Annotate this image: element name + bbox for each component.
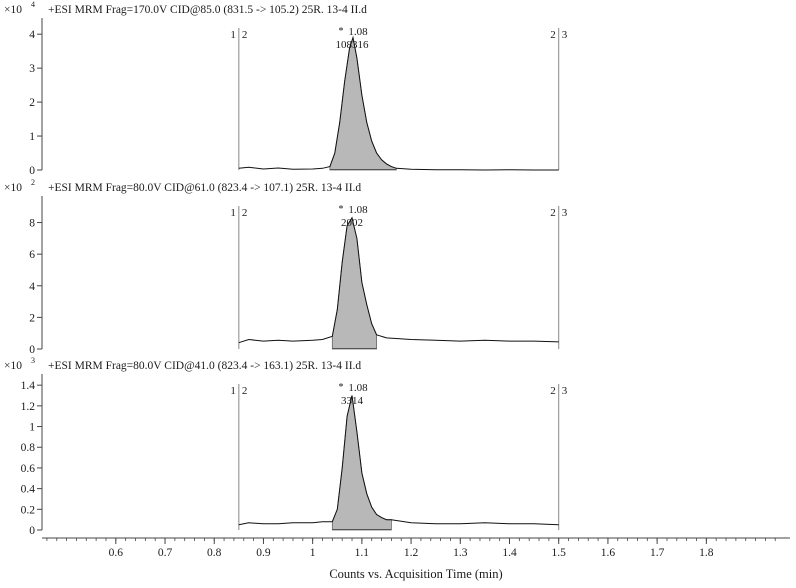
y-tick-label: 0.2 [21, 504, 36, 516]
x-tick-label: 0.7 [158, 547, 173, 559]
scale-exponent: 4 [31, 0, 35, 9]
peak-area-label: 3314 [341, 395, 364, 407]
scale-multiplier: ×10 [4, 360, 22, 372]
scale-multiplier: ×10 [4, 182, 22, 194]
x-tick-label: 1.4 [502, 547, 517, 559]
x-axis-label: Counts vs. Acquisition Time (min) [329, 567, 502, 581]
chromatogram-panel-1: +ESI MRM Frag=170.0V CID@85.0 (831.5 -> … [4, 0, 568, 177]
peak-marker: * [339, 26, 344, 37]
window-marker-label: 1 [230, 385, 236, 397]
window-marker-label: 1 [230, 207, 236, 219]
x-tick-label: 1.1 [355, 547, 370, 559]
peak-area-label: 108316 [336, 39, 370, 51]
integrated-peak-area [331, 395, 392, 531]
y-tick-label: 1 [29, 131, 35, 143]
chromatogram-trace [238, 395, 559, 526]
integrated-peak-area [331, 216, 378, 350]
y-tick-label: 0.6 [21, 463, 36, 475]
scale-exponent: 2 [31, 178, 35, 187]
y-tick-label: 0 [29, 344, 35, 356]
window-marker-label: 2 [242, 385, 248, 397]
x-tick-label: 1.6 [601, 547, 616, 559]
scale-exponent: 3 [31, 356, 35, 365]
y-tick-label: 1.2 [21, 401, 36, 413]
window-marker-label: 3 [562, 207, 568, 219]
window-marker-label: 2 [242, 29, 248, 41]
x-axis-ticks: 0.6 0.7 0.8 0.9 1 1.1 1.2 1.3 1.4 1.5 1.6 1.7 1.8 [46, 538, 776, 559]
x-tick-label: 1.8 [699, 547, 714, 559]
y-tick-label: 0 [29, 525, 35, 537]
y-tick-label: 1 [29, 422, 35, 434]
window-marker-label: 2 [550, 207, 556, 219]
window-marker-label: 2 [550, 385, 556, 397]
x-tick-label: 0.8 [207, 547, 222, 559]
panel-title: +ESI MRM Frag=80.0V CID@61.0 (823.4 -> 1… [48, 182, 361, 194]
x-tick-label: 1.5 [552, 547, 567, 559]
x-tick-label: 0.9 [256, 547, 271, 559]
scale-multiplier: ×10 [4, 4, 22, 16]
x-tick-label: 0.6 [109, 547, 124, 559]
y-tick-label: 4 [29, 29, 35, 41]
peak-rt-label: 1.08 [348, 26, 368, 38]
x-axis: 0.6 0.7 0.8 0.9 1 1.1 1.2 1.3 1.4 1.5 1.6 1.7 1.8 Co… [42, 537, 790, 581]
window-marker-label: 1 [230, 29, 236, 41]
y-tick-label: 3 [29, 63, 35, 75]
x-tick-label: 1.2 [404, 547, 419, 559]
y-tick-label: 0.8 [21, 442, 36, 454]
peak-marker: * [339, 204, 344, 215]
peak-rt-label: 1.08 [348, 382, 368, 394]
y-tick-label: 2 [29, 97, 35, 109]
x-tick-label: 1.3 [453, 547, 468, 559]
chromatogram-panel-2: +ESI MRM Frag=80.0V CID@61.0 (823.4 -> 1… [4, 178, 568, 356]
chromatogram-panel-3: +ESI MRM Frag=80.0V CID@41.0 (823.4 -> 1… [4, 356, 568, 537]
window-marker-label: 3 [562, 29, 568, 41]
y-tick-label: 0.4 [21, 484, 36, 496]
chromatogram-trace [238, 216, 559, 344]
y-tick-label: 8 [29, 218, 35, 230]
peak-rt-label: 1.08 [348, 204, 368, 216]
x-tick-label: 1.7 [650, 547, 665, 559]
panel-title: +ESI MRM Frag=170.0V CID@85.0 (831.5 -> … [48, 4, 367, 16]
y-tick-label: 0 [29, 165, 35, 177]
chromatogram-trace [238, 35, 559, 171]
chromatogram-panels: +ESI MRM Frag=170.0V CID@85.0 (831.5 -> … [4, 0, 568, 537]
window-marker-label: 2 [550, 29, 556, 41]
y-tick-label: 6 [29, 249, 35, 261]
y-tick-label: 1.4 [21, 380, 36, 392]
x-tick-label: 1 [310, 547, 316, 559]
panel-title: +ESI MRM Frag=80.0V CID@41.0 (823.4 -> 1… [48, 360, 361, 372]
window-marker-label: 2 [242, 207, 248, 219]
peak-area-label: 2002 [341, 217, 363, 229]
window-marker-label: 3 [562, 385, 568, 397]
peak-marker: * [339, 382, 344, 393]
y-tick-label: 2 [29, 312, 35, 324]
y-tick-label: 4 [29, 281, 35, 293]
